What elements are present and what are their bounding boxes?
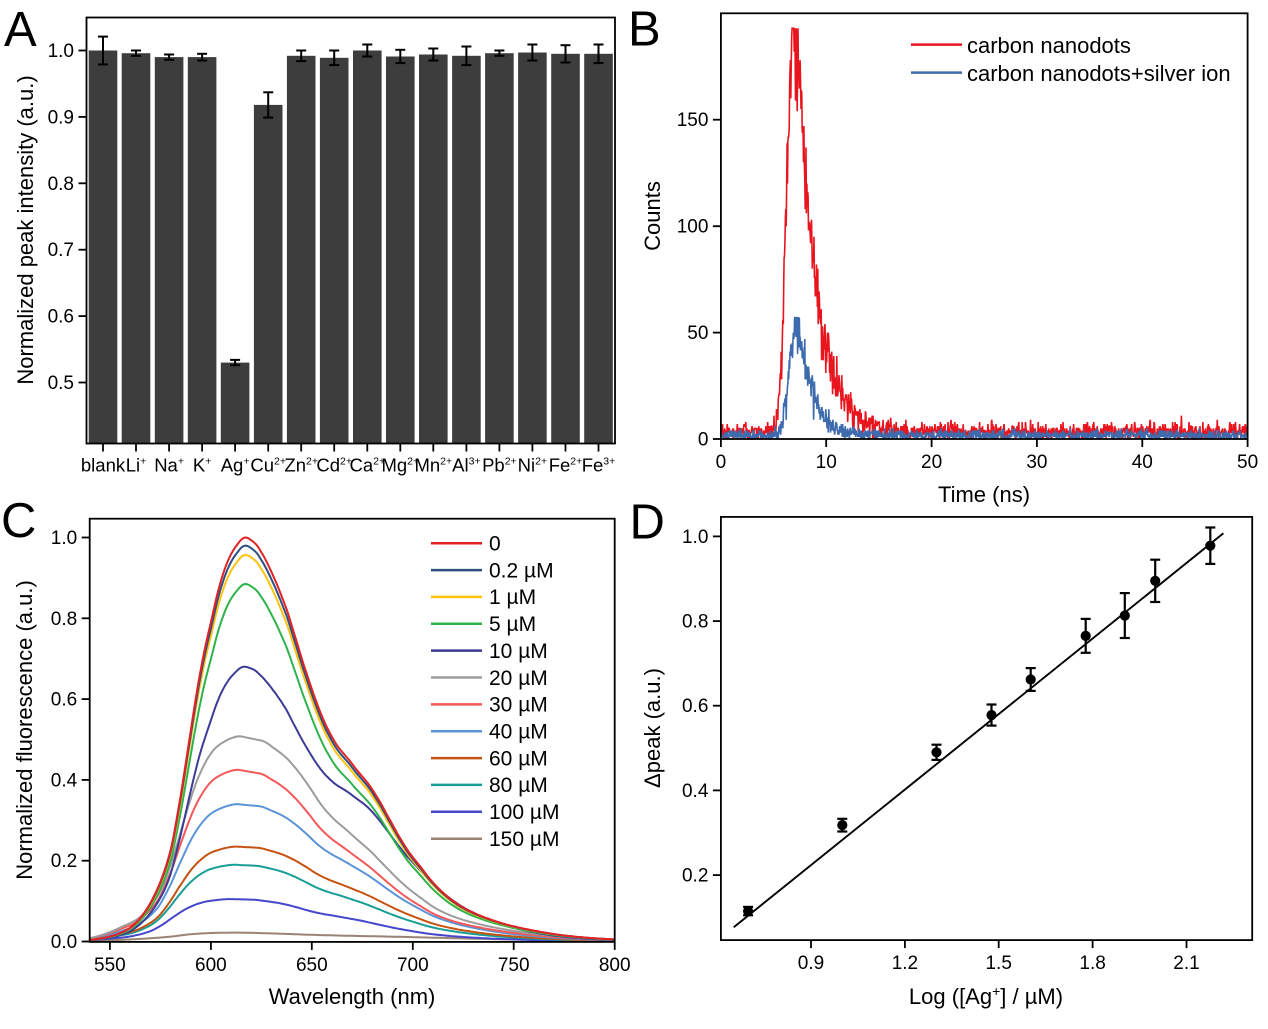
svg-text:0.2: 0.2 bbox=[51, 851, 77, 872]
svg-text:0.8: 0.8 bbox=[48, 174, 74, 195]
svg-text:650: 650 bbox=[296, 955, 328, 976]
svg-text:0: 0 bbox=[716, 452, 727, 473]
svg-text:Normalized peak intensity (a.u: Normalized peak intensity (a.u.) bbox=[13, 75, 38, 384]
svg-text:0.8: 0.8 bbox=[682, 612, 708, 633]
svg-text:800: 800 bbox=[599, 955, 631, 976]
svg-text:5 µM: 5 µM bbox=[489, 613, 536, 636]
svg-text:Δpeak (a.u.): Δpeak (a.u.) bbox=[640, 668, 665, 788]
svg-text:50: 50 bbox=[1237, 452, 1258, 473]
svg-text:1.5: 1.5 bbox=[985, 953, 1011, 974]
svg-text:20: 20 bbox=[921, 452, 942, 473]
svg-text:A: A bbox=[4, 3, 37, 57]
svg-text:0.6: 0.6 bbox=[48, 307, 74, 328]
svg-text:1.0: 1.0 bbox=[682, 527, 708, 548]
svg-text:1.0: 1.0 bbox=[51, 528, 77, 549]
svg-text:0.8: 0.8 bbox=[51, 609, 77, 630]
svg-text:0.2 µM: 0.2 µM bbox=[489, 559, 554, 582]
svg-text:550: 550 bbox=[94, 955, 126, 976]
svg-text:40: 40 bbox=[1132, 452, 1153, 473]
svg-text:Counts: Counts bbox=[640, 181, 665, 251]
svg-text:10: 10 bbox=[816, 452, 837, 473]
svg-text:20 µM: 20 µM bbox=[489, 667, 548, 690]
svg-text:0: 0 bbox=[489, 533, 501, 556]
svg-text:carbon nanodots+silver ion: carbon nanodots+silver ion bbox=[967, 61, 1231, 86]
svg-text:2.1: 2.1 bbox=[1173, 953, 1199, 974]
svg-text:Normalized fluorescence (a.u.): Normalized fluorescence (a.u.) bbox=[12, 580, 37, 880]
svg-text:Wavelength (nm): Wavelength (nm) bbox=[269, 984, 436, 1009]
svg-text:750: 750 bbox=[498, 955, 530, 976]
svg-text:Time (ns): Time (ns) bbox=[938, 482, 1030, 507]
svg-text:0.6: 0.6 bbox=[51, 690, 77, 711]
svg-text:D: D bbox=[630, 496, 665, 550]
svg-text:0.5: 0.5 bbox=[48, 373, 74, 394]
svg-text:30 µM: 30 µM bbox=[489, 694, 548, 717]
svg-text:Na+: Na+ bbox=[154, 455, 184, 476]
svg-text:Ag+: Ag+ bbox=[221, 455, 250, 476]
svg-text:0.9: 0.9 bbox=[798, 953, 824, 974]
svg-text:50: 50 bbox=[687, 323, 708, 344]
svg-text:30: 30 bbox=[1026, 452, 1047, 473]
svg-text:100: 100 bbox=[677, 217, 709, 238]
svg-text:100 µM: 100 µM bbox=[489, 801, 559, 824]
svg-text:150 µM: 150 µM bbox=[489, 828, 559, 851]
svg-text:1.2: 1.2 bbox=[892, 953, 918, 974]
svg-text:C: C bbox=[1, 494, 36, 548]
svg-text:60 µM: 60 µM bbox=[489, 747, 548, 770]
svg-text:150: 150 bbox=[677, 110, 709, 131]
svg-text:Log ([Ag+] / µM): Log ([Ag+] / µM) bbox=[909, 983, 1063, 1009]
svg-text:40 µM: 40 µM bbox=[489, 721, 548, 744]
svg-text:700: 700 bbox=[397, 955, 429, 976]
svg-text:0: 0 bbox=[698, 430, 709, 451]
svg-text:0.7: 0.7 bbox=[48, 240, 74, 261]
svg-text:0.4: 0.4 bbox=[51, 770, 78, 791]
svg-text:carbon nanodots: carbon nanodots bbox=[967, 33, 1131, 58]
svg-text:blank: blank bbox=[81, 455, 126, 476]
svg-text:1.0: 1.0 bbox=[48, 41, 74, 62]
svg-text:0.6: 0.6 bbox=[682, 696, 708, 717]
svg-text:0.2: 0.2 bbox=[682, 866, 708, 887]
svg-text:0.0: 0.0 bbox=[51, 932, 77, 953]
svg-text:1.8: 1.8 bbox=[1079, 953, 1105, 974]
svg-text:B: B bbox=[628, 3, 661, 57]
svg-text:0.9: 0.9 bbox=[48, 107, 74, 128]
svg-text:80 µM: 80 µM bbox=[489, 774, 548, 797]
svg-text:600: 600 bbox=[195, 955, 227, 976]
svg-text:1 µM: 1 µM bbox=[489, 586, 536, 609]
svg-text:10 µM: 10 µM bbox=[489, 640, 548, 663]
svg-text:0.4: 0.4 bbox=[682, 781, 709, 802]
